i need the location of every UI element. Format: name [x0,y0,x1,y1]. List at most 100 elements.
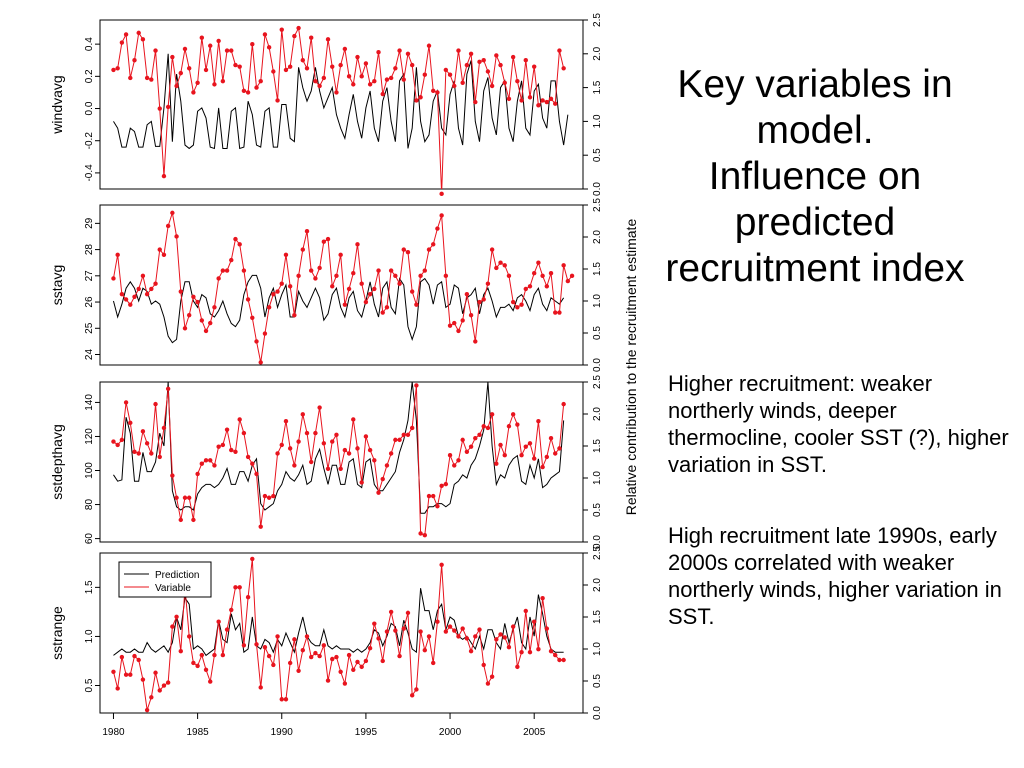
variable-point [355,242,360,247]
variable-point [477,59,482,65]
variable-point [212,463,217,468]
variable-point [346,286,352,292]
variable-point [544,284,550,289]
variable-point [409,425,415,431]
variable-point [233,62,238,68]
variable-point [111,669,116,674]
variable-point [262,331,268,336]
variable-point [170,473,175,478]
variable-point [182,495,188,500]
right-tick-label: 1.0 [592,471,603,485]
right-tick-label: 0.0 [592,182,603,196]
variable-point [489,674,495,679]
variable-point [561,401,566,407]
right-tick-label: 0.5 [592,148,603,162]
variable-point [397,281,402,286]
variable-point [485,681,491,686]
variable-point [283,67,289,73]
variable-point [485,69,491,74]
variable-point [254,339,259,344]
variable-point [527,441,533,446]
prediction-line [113,53,569,150]
variable-point [346,74,352,79]
variable-point [489,247,495,252]
variable-point [325,678,331,683]
variable-point [384,629,390,634]
variable-point [119,291,125,297]
y-axis-label: sstavg [49,265,65,305]
variable-point [384,77,390,82]
right-tick-label: 0.0 [592,535,603,549]
variable-point [367,646,373,651]
variable-point [309,654,314,660]
variable-point [266,653,272,659]
y-tick-label: -0.4 [84,164,95,182]
variable-point [338,252,343,258]
panel-sstavg: 24 25 26 27 28 29 sstavg 0.0 0.5 1.0 1.5 2.0 2.5 [49,198,603,372]
variable-point [111,276,116,281]
variable-point [447,624,453,629]
variable-point [351,270,356,276]
variable-point [132,653,137,659]
variable-point [510,299,516,305]
variable-point [447,323,453,328]
variable-point [309,459,314,465]
variable-point [178,517,183,523]
variable-point [174,234,179,239]
variable-point [363,434,369,439]
variable-point [435,504,440,509]
variable-point [304,430,310,436]
variable-point [250,41,255,47]
variable-point [292,637,297,642]
variable-point [136,657,141,663]
variable-point [195,299,200,305]
variable-point [548,270,554,276]
variable-point [241,88,247,94]
variable-point [426,493,432,499]
variable-point [477,432,482,437]
variable-point [174,614,179,620]
variable-point [540,595,545,601]
variable-point [254,642,259,647]
variable-point [397,437,402,443]
variable-point [397,48,402,53]
variable-point [439,213,444,218]
variable-point [149,451,154,456]
variable-point [292,312,297,318]
variable-point [523,286,528,292]
y-tick-label: 60 [84,533,95,545]
right-tick-label: 1.0 [592,114,603,128]
variable-point [359,281,364,286]
variable-point [380,476,385,482]
variable-point [388,451,394,456]
variable-point [426,43,432,48]
x-axis: 1980 1985 1990 1995 2000 2005 [102,713,546,738]
variable-point [119,654,125,660]
variable-point [367,291,373,297]
variable-point [372,78,377,84]
variable-point [405,250,411,255]
y-axis-label: windvavg [49,75,65,134]
variable-point [506,424,512,429]
variable-point [498,442,503,448]
variable-point [553,652,558,658]
variable-point [309,35,314,40]
variable-point [439,562,444,567]
variable-point [473,339,478,344]
right-tick-label: 2.5 [592,375,603,389]
variable-point [468,648,474,654]
y-tick-label: 27 [84,270,95,282]
variable-point [229,607,234,613]
y-tick-label: 80 [84,499,95,511]
right-tick-label: 1.0 [592,294,603,308]
variable-point [460,437,465,443]
variable-point [300,58,305,63]
variable-point [136,30,141,36]
variable-point [262,645,268,650]
variable-point [304,229,310,234]
variable-point [485,281,491,286]
variable-point [456,458,461,463]
variable-point [132,449,137,454]
variable-point [388,75,394,81]
variable-point [191,90,196,95]
